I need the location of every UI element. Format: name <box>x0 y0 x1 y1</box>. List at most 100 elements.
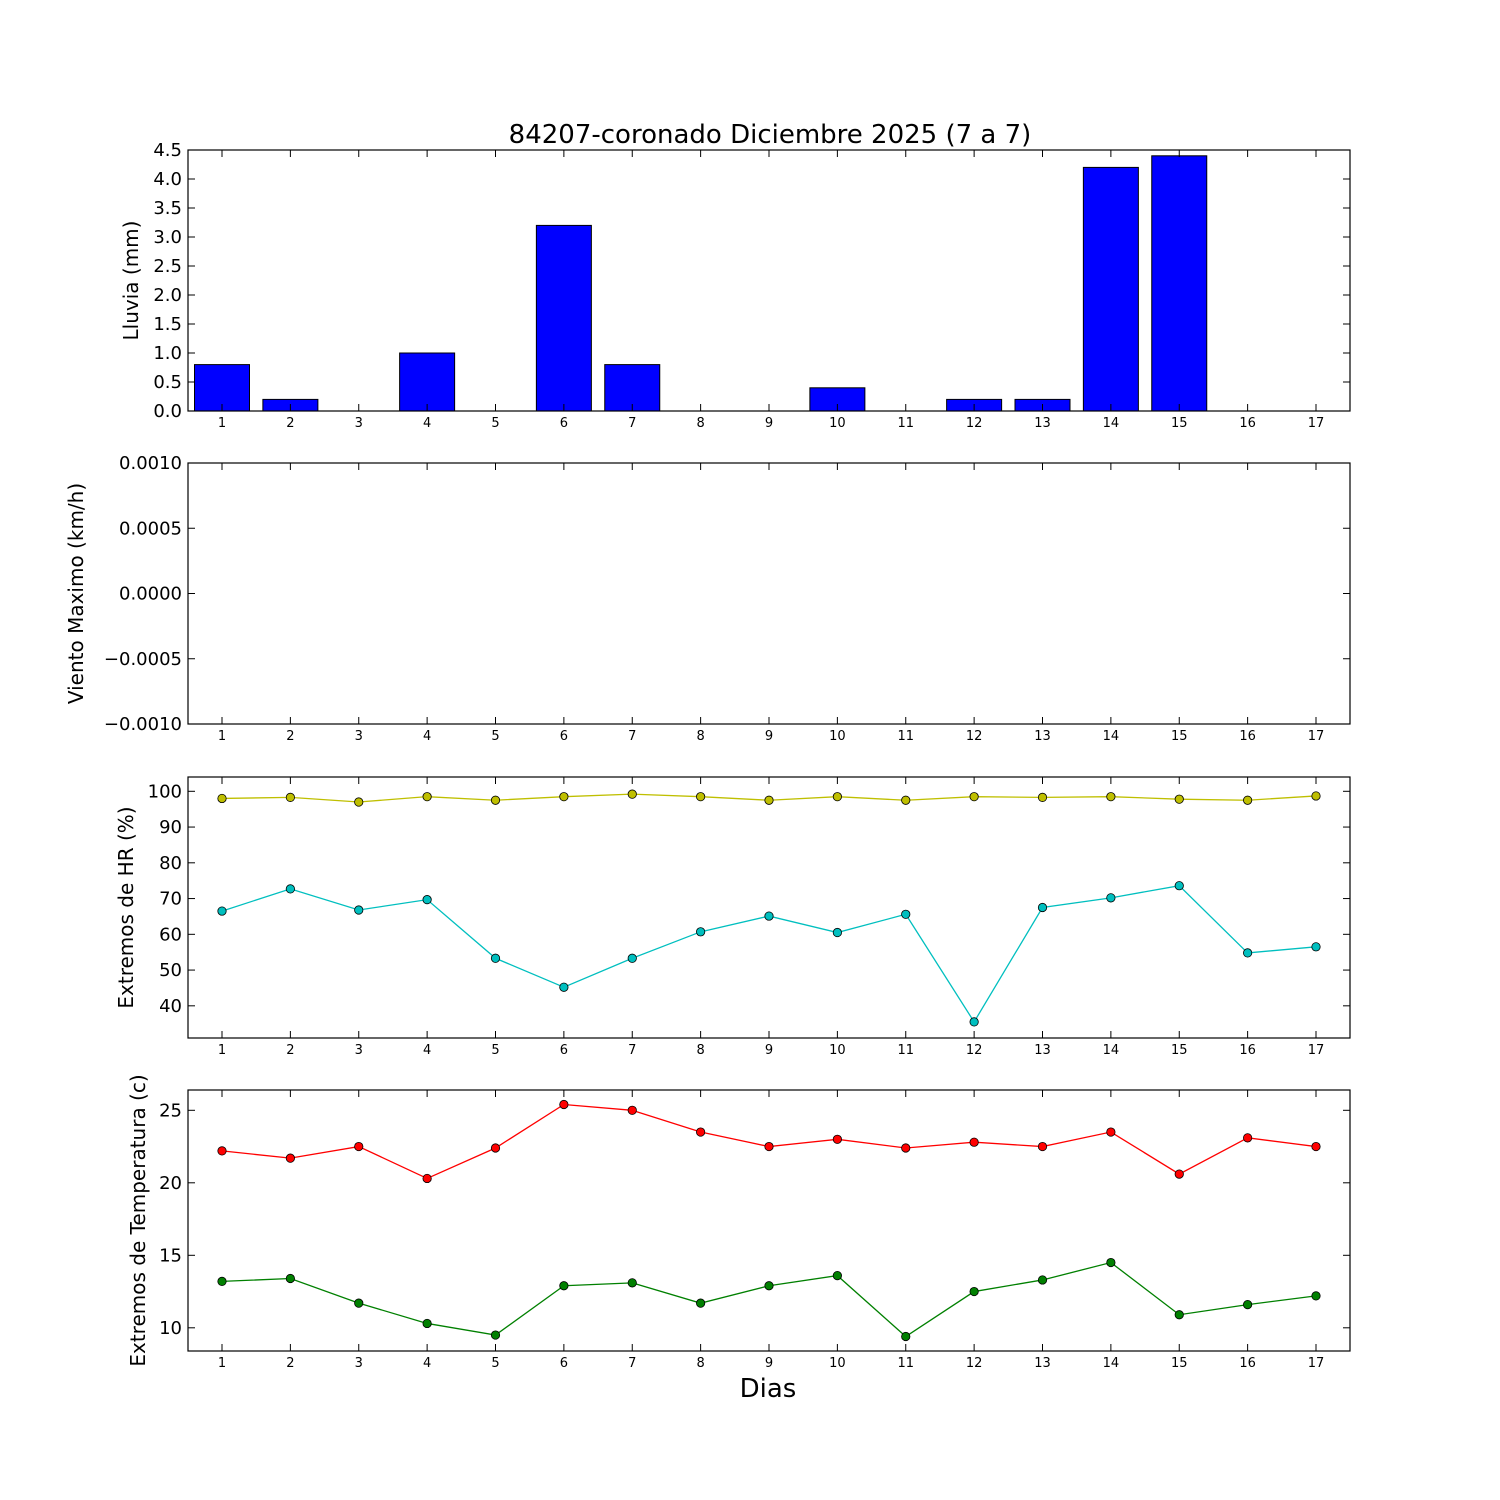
temperatura-series-2-point-day-4 <box>422 1318 432 1329</box>
lluvia-bar-day-15 <box>1151 155 1208 412</box>
hr-series-1-point-day-16 <box>1243 795 1253 805</box>
viento-xtick-label: 11 <box>897 729 914 744</box>
panels: 0.00.51.01.52.02.53.03.54.04.51 2 3 4 5 6 7 8 9 1… <box>64 140 1351 1371</box>
temperatura-series-1-point-day-1 <box>217 1146 227 1156</box>
temperatura-ytick-label: 25 <box>159 1100 182 1121</box>
lluvia-ytick-label: 2.5 <box>153 256 182 277</box>
lluvia-xtick-label: 14 <box>1103 416 1120 431</box>
hr-series-2-point-day-9 <box>764 911 774 921</box>
temperatura-y-axis-label: Extremos de Temperatura (c) <box>126 1074 150 1366</box>
temperatura-xtick-label: 8 <box>696 1356 704 1371</box>
viento-ytick-label: 0.0005 <box>119 518 182 539</box>
viento-y-axis-label: Viento Maximo (km/h) <box>64 483 88 704</box>
figure-title: 84207-coronado Diciembre 2025 (7 a 7) <box>509 120 1032 150</box>
hr-series-2-point-day-15 <box>1174 881 1184 891</box>
lluvia-xtick-label: 15 <box>1171 416 1188 431</box>
viento-ytick-label: 0.0010 <box>119 453 182 474</box>
lluvia-bar-day-14 <box>1082 166 1139 412</box>
lluvia-xtick-label: 11 <box>897 416 914 431</box>
temperatura-xtick-label: 4 <box>423 1356 431 1371</box>
temperatura-series-1-point-day-11 <box>901 1143 911 1153</box>
hr-xtick-label: 8 <box>696 1043 704 1058</box>
viento-xtick-label: 5 <box>491 729 499 744</box>
lluvia-xtick-label: 8 <box>696 416 704 431</box>
lluvia-xtick-label: 9 <box>765 416 773 431</box>
hr-xtick-label: 16 <box>1239 1043 1256 1058</box>
temperatura-xtick-label: 14 <box>1103 1356 1120 1371</box>
lluvia-bar-day-7 <box>604 364 661 412</box>
temperatura-series-2-point-day-7 <box>627 1278 637 1288</box>
viento-xtick-label: 9 <box>765 729 773 744</box>
temperatura-series-1-point-day-7 <box>627 1105 637 1115</box>
lluvia-bar-day-1 <box>194 364 250 412</box>
viento-ytick-label: −0.0005 <box>104 649 182 670</box>
viento-xtick-label: 6 <box>560 729 568 744</box>
temperatura-series-1-point-day-3 <box>354 1141 364 1152</box>
hr-xtick-label: 1 <box>218 1043 226 1058</box>
x-axis-label: Dias <box>740 1374 797 1404</box>
temperatura-series-1-point-day-16 <box>1243 1133 1253 1143</box>
hr-series-1-point-day-12 <box>969 792 979 802</box>
hr-series-1-point-day-10 <box>832 792 842 802</box>
temperatura-series-1-point-day-8 <box>696 1127 706 1137</box>
temperatura-ytick-label: 20 <box>159 1173 182 1194</box>
lluvia-bar-day-4 <box>399 352 456 412</box>
temperatura-series-2-point-day-15 <box>1174 1310 1184 1320</box>
hr-xtick-label: 17 <box>1308 1043 1325 1058</box>
temperatura-series-1-point-day-13 <box>1037 1141 1048 1152</box>
lluvia-ytick-label: 1.0 <box>153 343 182 364</box>
temperatura-series-2-point-day-10 <box>832 1271 842 1281</box>
hr-series-1-point-day-3 <box>354 797 364 807</box>
temperatura-xtick-label: 16 <box>1239 1356 1256 1371</box>
hr-series-2-point-day-13 <box>1037 902 1048 913</box>
hr-series-1-point-day-5 <box>490 795 501 805</box>
viento-xtick-label: 12 <box>966 729 983 744</box>
lluvia-ytick-label: 0.0 <box>153 401 182 422</box>
temperatura-xtick-label: 7 <box>628 1356 636 1371</box>
hr-series-2-point-day-12 <box>969 1017 979 1027</box>
temperatura-xtick-label: 11 <box>897 1356 914 1371</box>
hr-series-2-point-day-14 <box>1106 893 1116 903</box>
hr-xtick-label: 11 <box>897 1043 914 1058</box>
temperatura-xtick-label: 10 <box>829 1356 846 1371</box>
viento-xtick-label: 17 <box>1308 729 1325 744</box>
hr-series-1-point-day-6 <box>559 792 569 802</box>
hr-series-2-point-day-17 <box>1311 942 1321 952</box>
temperatura-series-2-point-day-12 <box>969 1286 979 1297</box>
viento-ytick-label: 0.0000 <box>119 584 182 605</box>
hr-series-2-point-day-8 <box>696 927 706 937</box>
viento-xtick-label: 15 <box>1171 729 1188 744</box>
hr-series-1-point-day-11 <box>901 795 911 805</box>
lluvia-ytick-label: 4.0 <box>153 169 182 190</box>
hr-ytick-label: 50 <box>159 960 182 981</box>
hr-series-2-point-day-16 <box>1243 948 1253 958</box>
lluvia-xtick-label: 7 <box>628 416 636 431</box>
temperatura-ytick-label: 10 <box>159 1318 182 1339</box>
temperatura-series-1-point-day-14 <box>1106 1127 1116 1137</box>
temperatura-series-2-point-day-9 <box>764 1281 774 1291</box>
lluvia-ytick-label: 0.5 <box>153 372 182 393</box>
temperatura-xtick-label: 3 <box>355 1356 363 1371</box>
viento-xtick-label: 13 <box>1034 729 1051 744</box>
hr-series-1-point-day-4 <box>422 792 432 802</box>
viento-xtick-label: 8 <box>696 729 704 744</box>
hr-series-1-point-day-9 <box>764 795 774 805</box>
viento-xtick-label: 10 <box>829 729 846 744</box>
temperatura-xtick-label: 5 <box>491 1356 499 1371</box>
viento-xtick-label: 16 <box>1239 729 1256 744</box>
lluvia-ytick-label: 3.5 <box>153 198 182 219</box>
hr-series-2-point-day-10 <box>832 927 842 938</box>
lluvia-xtick-label: 13 <box>1034 416 1051 431</box>
lluvia-y-axis-label: Lluvia (mm) <box>119 221 143 341</box>
hr-xtick-label: 14 <box>1103 1043 1120 1058</box>
viento-ytick-label: −0.0010 <box>104 714 182 735</box>
hr-xtick-label: 2 <box>286 1043 294 1058</box>
hr-xtick-label: 6 <box>560 1043 568 1058</box>
lluvia-xtick-label: 17 <box>1308 416 1325 431</box>
viento-xtick-label: 1 <box>218 729 226 744</box>
lluvia-xtick-label: 5 <box>491 416 499 431</box>
viento-xtick-label: 14 <box>1103 729 1120 744</box>
lluvia-ytick-label: 4.5 <box>153 140 182 161</box>
viento-xtick-label: 2 <box>286 729 294 744</box>
